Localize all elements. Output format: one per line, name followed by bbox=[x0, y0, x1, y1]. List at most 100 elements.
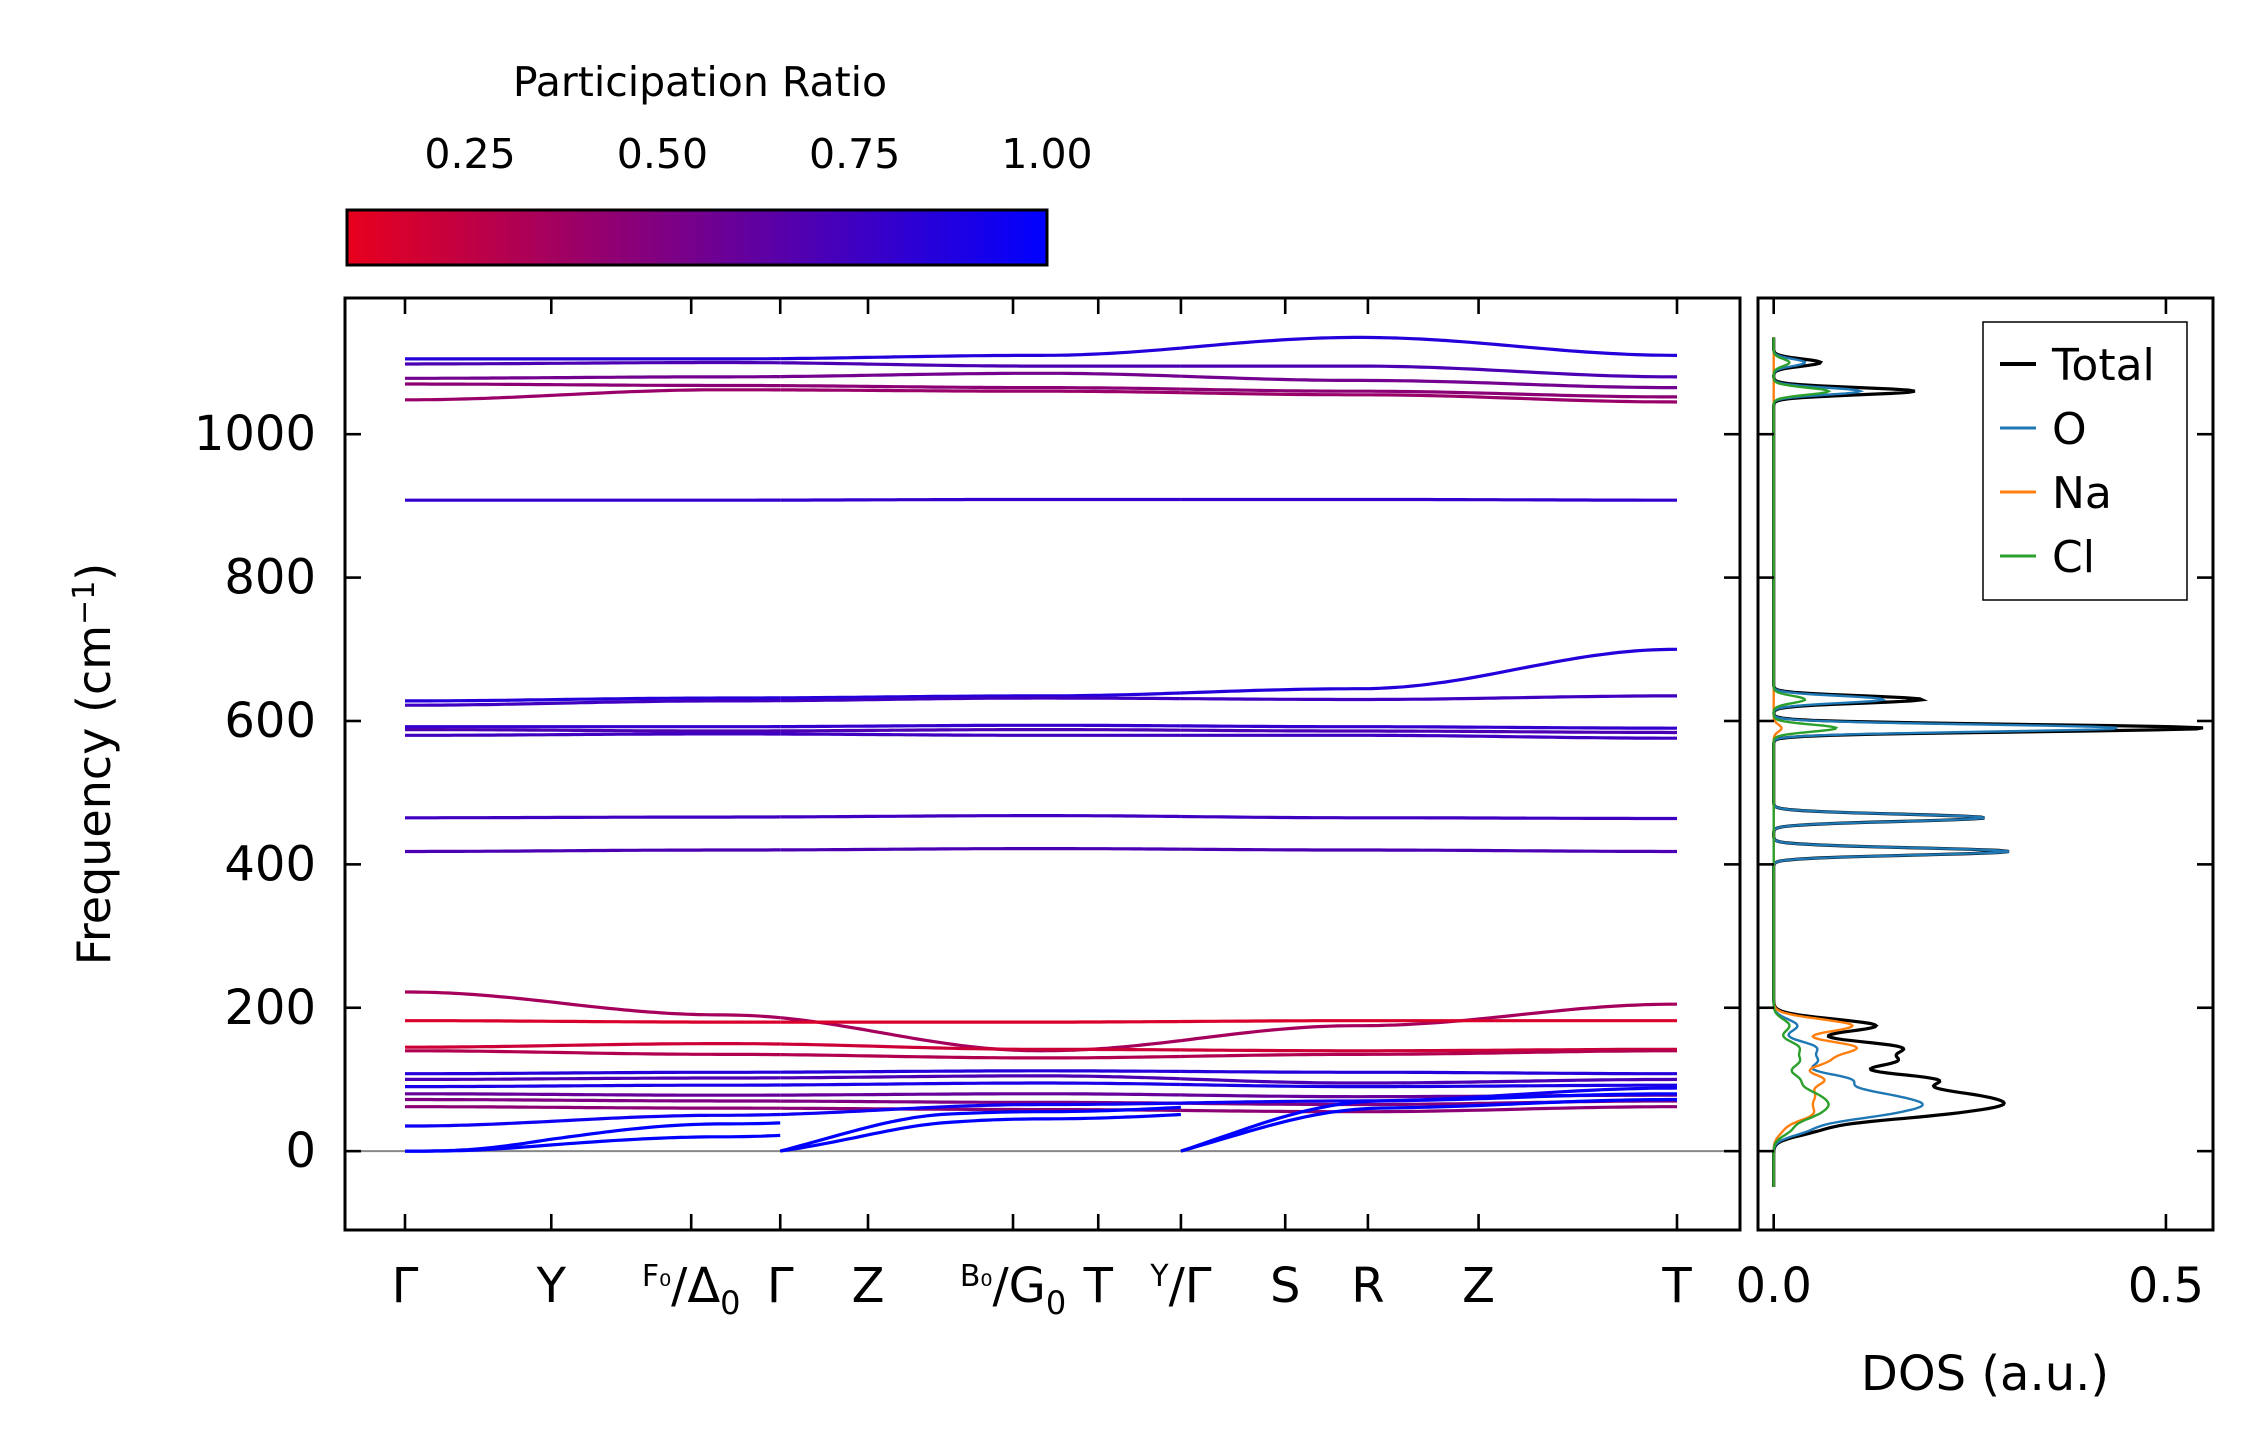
y-tick-label: 200 bbox=[224, 980, 316, 1036]
band-line bbox=[1180, 1092, 1677, 1153]
band-line bbox=[779, 1105, 1181, 1153]
dos-curves bbox=[1772, 337, 2204, 1187]
band-line bbox=[1180, 724, 1677, 730]
band-line bbox=[780, 696, 1181, 703]
band-line bbox=[405, 732, 781, 737]
band-line bbox=[405, 1105, 781, 1110]
dos-panel: 0.0 0.5 DOS (a.u.) Total O Na Cl bbox=[1736, 296, 2215, 1402]
band-line bbox=[1180, 497, 1677, 502]
dos-frame bbox=[1756, 296, 2215, 1232]
band-line bbox=[1180, 1019, 1677, 1024]
band-structure-panel: 0 200 400 600 800 1000 Γ Y F₀/Δ0 Γ Z B₀/G0 T Y/Γ S R Z T… bbox=[67, 296, 1742, 1322]
dos-x-axis-label: DOS (a.u.) bbox=[1861, 1346, 2109, 1402]
y-tick-label: 0 bbox=[285, 1123, 316, 1179]
band-line bbox=[1180, 1097, 1677, 1153]
band-line bbox=[1180, 647, 1678, 695]
k-point-label-Z2: Z bbox=[1462, 1258, 1495, 1314]
band-line bbox=[779, 1112, 1181, 1153]
legend-label-Cl: Cl bbox=[2052, 532, 2095, 583]
band-line bbox=[405, 696, 781, 703]
band-line bbox=[405, 699, 781, 707]
band-line bbox=[780, 1042, 1181, 1052]
band-structure-frame bbox=[343, 296, 1742, 1232]
band-line bbox=[405, 1133, 781, 1153]
band-line bbox=[780, 1053, 1181, 1060]
band-line bbox=[780, 1019, 1181, 1024]
band-line bbox=[1180, 1105, 1677, 1114]
legend-label-O: O bbox=[2052, 404, 2087, 455]
band-lines bbox=[405, 335, 1678, 1153]
colorbar-tick-label: 0.50 bbox=[617, 130, 708, 178]
legend-label-Total: Total bbox=[2051, 340, 2155, 391]
band-line bbox=[405, 388, 781, 402]
band-line bbox=[1180, 847, 1677, 854]
band-line bbox=[1180, 1049, 1677, 1059]
band-line bbox=[405, 382, 781, 388]
dos-curve-Cl bbox=[1772, 337, 1839, 1187]
band-line bbox=[780, 1092, 1181, 1097]
k-point-label-Y-Gamma: Y/Γ bbox=[1149, 1258, 1212, 1314]
k-point-label-T2: T bbox=[1661, 1258, 1692, 1314]
band-line bbox=[405, 990, 781, 1020]
k-point-label-Z1: Z bbox=[852, 1258, 885, 1314]
band-line bbox=[1180, 1082, 1677, 1089]
k-point-label-Gamma2: Γ bbox=[767, 1258, 794, 1314]
band-line bbox=[405, 1097, 781, 1103]
legend-box bbox=[1982, 321, 2188, 601]
band-line bbox=[1180, 387, 1677, 399]
band-line bbox=[1180, 1069, 1677, 1076]
band-line bbox=[1180, 391, 1678, 404]
y-tick-label: 400 bbox=[224, 836, 316, 892]
dos-y-ticks bbox=[1758, 432, 2213, 1153]
band-line bbox=[405, 1070, 781, 1076]
band-line bbox=[405, 1076, 781, 1081]
band-line bbox=[405, 375, 781, 380]
band-line bbox=[405, 1049, 781, 1057]
colorbar-tick-label: 1.00 bbox=[1001, 130, 1092, 178]
band-line bbox=[780, 371, 1181, 379]
band-line bbox=[1180, 1047, 1677, 1053]
band-line bbox=[405, 728, 781, 733]
band-line bbox=[1180, 364, 1678, 379]
band-line bbox=[1180, 733, 1677, 740]
band-line bbox=[405, 1019, 781, 1024]
colorbar-title: Participation Ratio bbox=[513, 58, 887, 106]
y-tick-label: 1000 bbox=[194, 406, 316, 462]
k-point-label-F0-Delta0: F₀/Δ0 bbox=[642, 1258, 741, 1322]
band-line bbox=[780, 732, 1181, 737]
k-point-label-S: S bbox=[1270, 1258, 1300, 1314]
band-line bbox=[780, 847, 1181, 852]
band-line bbox=[405, 848, 781, 854]
band-line bbox=[780, 497, 1181, 502]
band-line bbox=[1180, 728, 1677, 735]
dos-legend: Total O Na Cl bbox=[1982, 321, 2188, 601]
band-y-ticks: 0 200 400 600 800 1000 bbox=[194, 406, 1740, 1179]
band-line bbox=[780, 728, 1181, 733]
band-line bbox=[780, 1081, 1181, 1087]
y-tick-label: 800 bbox=[224, 550, 316, 606]
band-line bbox=[780, 1101, 1181, 1117]
colorbar-ticks: 0.25 0.50 0.75 1.00 bbox=[424, 130, 1093, 265]
k-point-label-Gamma1: Γ bbox=[392, 1258, 419, 1314]
band-line bbox=[1180, 1077, 1678, 1085]
colorbar-gradient bbox=[345, 208, 1049, 267]
colorbar-tick-label: 0.25 bbox=[424, 130, 515, 178]
y-tick-label: 600 bbox=[224, 693, 316, 749]
band-line bbox=[405, 1042, 781, 1049]
dos-x-tick-label: 0.0 bbox=[1736, 1258, 1812, 1314]
legend-items: Total O Na Cl bbox=[2000, 340, 2155, 583]
k-path-ticks: Γ Y F₀/Δ0 Γ Z B₀/G0 T Y/Γ S R Z T bbox=[392, 298, 1692, 1322]
band-line bbox=[1180, 694, 1677, 702]
band-line bbox=[780, 1074, 1181, 1081]
legend-label-Na: Na bbox=[2052, 468, 2112, 519]
y-axis-label: Frequency (cm−1) bbox=[67, 563, 121, 966]
band-line bbox=[780, 1069, 1181, 1074]
band-line bbox=[1180, 335, 1678, 357]
band-line bbox=[1180, 1002, 1677, 1043]
k-point-label-B0-G0: B₀/G0 bbox=[960, 1258, 1066, 1322]
dos-x-tick-label: 0.5 bbox=[2128, 1258, 2204, 1314]
band-line bbox=[780, 388, 1181, 395]
k-point-label-R: R bbox=[1351, 1258, 1384, 1314]
dos-x-ticks: 0.0 0.5 bbox=[1736, 298, 2204, 1314]
band-line bbox=[780, 384, 1181, 391]
